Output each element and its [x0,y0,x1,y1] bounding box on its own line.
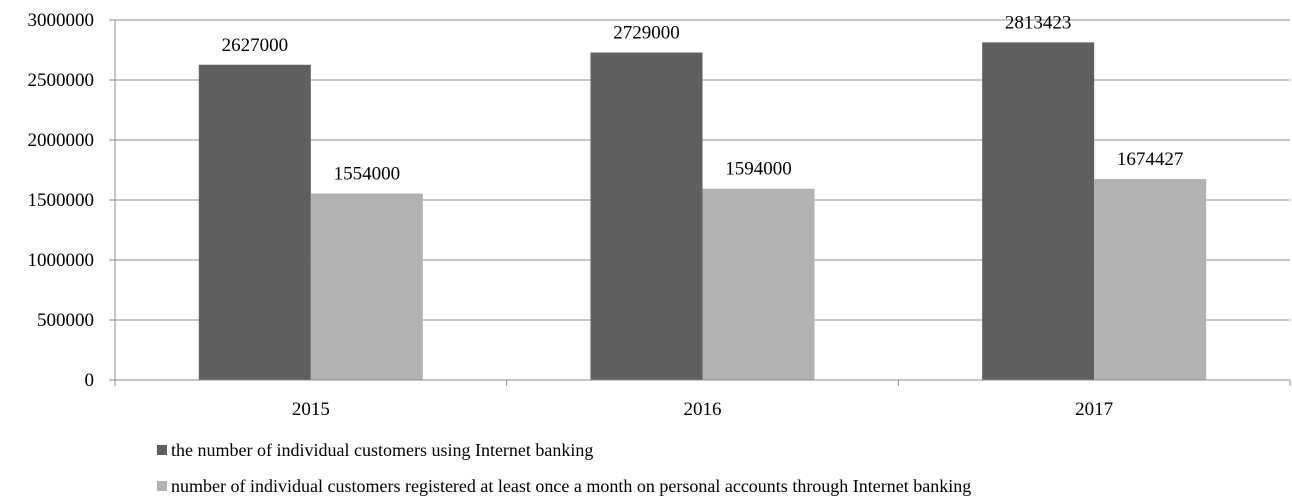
bar-2016-series-2 [702,188,815,380]
legend-swatch-series-1 [157,445,167,455]
bar-2017-series-2 [1094,179,1207,380]
data-label: 2729000 [613,23,680,44]
bars [198,42,1207,381]
y-tick-label: 3000000 [28,10,95,31]
data-label: 2627000 [222,35,289,56]
data-label: 2813423 [1005,12,1072,33]
legend-label-series-2: number of individual customers registere… [171,476,972,496]
y-tick-label: 2500000 [28,70,95,91]
bar-2016-series-1 [590,52,703,381]
legend-entry-series-1: the number of individual customers using… [157,440,593,461]
y-tick-label: 1000000 [28,250,95,271]
bar-2015-series-1 [198,64,311,380]
legend-label-series-1: the number of individual customers using… [171,440,594,460]
bar-2017-series-1 [982,42,1095,380]
data-label: 1674427 [1117,149,1184,170]
data-labels: 2627000 1554000 2729000 1594000 2813423 16744… [222,12,1184,184]
bar-chart: 0 500000 1000000 1500000 2000000 2500000 30000… [28,10,1291,420]
data-label: 1554000 [334,164,401,185]
x-tick-label: 2017 [1075,399,1113,420]
x-tick-label: 2016 [684,399,722,420]
y-tick-label: 2000000 [28,130,95,151]
legend-entry-series-2: number of individual customers registere… [157,476,971,497]
x-axis-tick-labels: 2015 2016 2017 [292,399,1113,420]
y-tick-label: 1500000 [28,190,95,211]
data-label: 1594000 [725,159,792,180]
axes [109,19,1291,386]
y-tick-label: 0 [85,370,95,391]
y-axis-tick-labels: 0 500000 1000000 1500000 2000000 2500000 30000… [28,10,95,391]
x-tick-label: 2015 [292,399,330,420]
bar-2015-series-2 [310,193,423,380]
y-tick-label: 500000 [37,310,94,331]
legend-swatch-series-2 [157,481,167,491]
